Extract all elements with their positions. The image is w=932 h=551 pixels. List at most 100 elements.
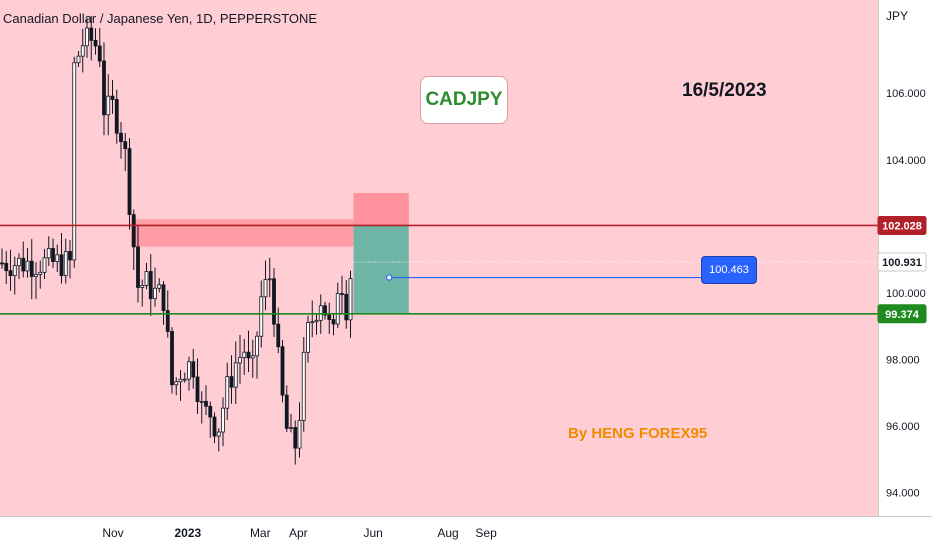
- candle-up: [238, 357, 242, 364]
- candle-up: [310, 321, 315, 324]
- date-annotation[interactable]: 16/5/2023: [682, 80, 767, 101]
- candle-up: [55, 254, 60, 262]
- x-tick-label: Apr: [289, 526, 308, 540]
- candle-down: [191, 361, 196, 378]
- candle-up: [38, 271, 43, 275]
- candle-up: [187, 361, 191, 380]
- resistance-badge: [877, 215, 927, 235]
- candle-up: [46, 248, 51, 259]
- candle-up: [250, 355, 255, 359]
- candle-down: [327, 314, 332, 320]
- candle-up: [259, 296, 264, 337]
- candle-down: [195, 376, 200, 403]
- candle-down: [170, 331, 174, 386]
- candle-down: [293, 427, 298, 449]
- candle-down: [161, 284, 166, 312]
- candle-up: [63, 251, 68, 276]
- candle-up: [174, 381, 179, 386]
- candle-up: [233, 362, 238, 388]
- x-tick-label: 2023: [175, 526, 202, 540]
- y-tick-label: 106.000: [886, 88, 926, 100]
- symbol-title: Canadian Dollar / Japanese Yen, 1D, PEPP…: [3, 11, 318, 26]
- candle-up: [85, 27, 89, 47]
- candle-up: [216, 431, 221, 437]
- last-price-badge: [877, 252, 927, 272]
- resistance-label: 102.028: [882, 220, 922, 232]
- candle-up: [157, 284, 162, 289]
- y-tick-label: 104.000: [886, 155, 926, 167]
- candle-down: [212, 416, 217, 437]
- y-tick-label: 94.000: [886, 488, 920, 500]
- candle-down: [114, 99, 119, 134]
- candle-up: [314, 319, 319, 323]
- candle-up: [140, 285, 145, 288]
- x-tick-label: Aug: [437, 526, 458, 540]
- candle-down: [0, 262, 4, 265]
- candle-up: [263, 279, 268, 298]
- candle-up: [72, 62, 77, 261]
- candle-up: [144, 271, 149, 286]
- candle-down: [93, 39, 98, 47]
- y-tick-label: 100.000: [886, 288, 926, 300]
- candle-down: [51, 248, 55, 262]
- candle-down: [284, 394, 289, 429]
- candle-down: [102, 60, 106, 116]
- target-price-callout[interactable]: 100.463: [701, 256, 757, 284]
- candle-down: [123, 141, 128, 149]
- candle-down: [165, 310, 170, 332]
- candle-up: [80, 45, 85, 57]
- candle-down: [229, 376, 234, 388]
- ticker-text-box[interactable]: CADJPY: [420, 76, 508, 124]
- candle-up: [221, 407, 225, 433]
- candle-down: [331, 319, 336, 325]
- candle-down: [246, 351, 251, 359]
- candle-down: [340, 293, 344, 296]
- candle-up: [267, 278, 272, 281]
- supply-zone[interactable]: [130, 219, 355, 247]
- candle-up: [335, 293, 340, 325]
- candle-down: [136, 246, 140, 288]
- candle-down: [97, 45, 102, 62]
- candle-down: [323, 305, 327, 316]
- candle-up: [42, 257, 47, 273]
- candle-up: [17, 257, 21, 267]
- candle-up: [178, 378, 183, 383]
- x-tick-label: Jun: [364, 526, 383, 540]
- support-badge: [877, 304, 927, 324]
- candle-up: [297, 420, 302, 449]
- candle-down: [21, 257, 26, 272]
- candle-up: [153, 287, 157, 300]
- take-profit-zone[interactable]: [353, 225, 409, 314]
- candle-down: [204, 400, 208, 407]
- candle-up: [289, 427, 293, 429]
- time-axis[interactable]: [0, 516, 932, 551]
- stop-loss-zone[interactable]: [353, 193, 409, 226]
- candle-down: [208, 405, 213, 418]
- candle-up: [255, 335, 259, 357]
- support-label: 99.374: [885, 309, 920, 321]
- candle-down: [344, 293, 349, 321]
- y-tick-label: 98.000: [886, 355, 920, 367]
- candle-up: [306, 322, 310, 353]
- candle-down: [29, 260, 34, 277]
- candle-up: [199, 400, 204, 403]
- currency-label: JPY: [886, 9, 909, 23]
- candle-down: [127, 148, 132, 216]
- candle-down: [59, 254, 64, 276]
- candle-up: [242, 351, 247, 358]
- candle-up: [25, 260, 30, 272]
- candle-down: [272, 278, 276, 325]
- candle-down: [110, 95, 115, 100]
- candle-down: [4, 262, 9, 272]
- candle-up: [106, 95, 111, 116]
- candle-up: [225, 376, 230, 409]
- x-tick-label: Mar: [250, 526, 271, 540]
- author-annotation[interactable]: By HENG FOREX95: [568, 425, 708, 442]
- candle-down: [119, 132, 123, 142]
- candle-down: [68, 251, 72, 261]
- candle-down: [276, 323, 281, 348]
- last-price-label: 100.931: [882, 257, 922, 269]
- candle-up: [301, 351, 306, 421]
